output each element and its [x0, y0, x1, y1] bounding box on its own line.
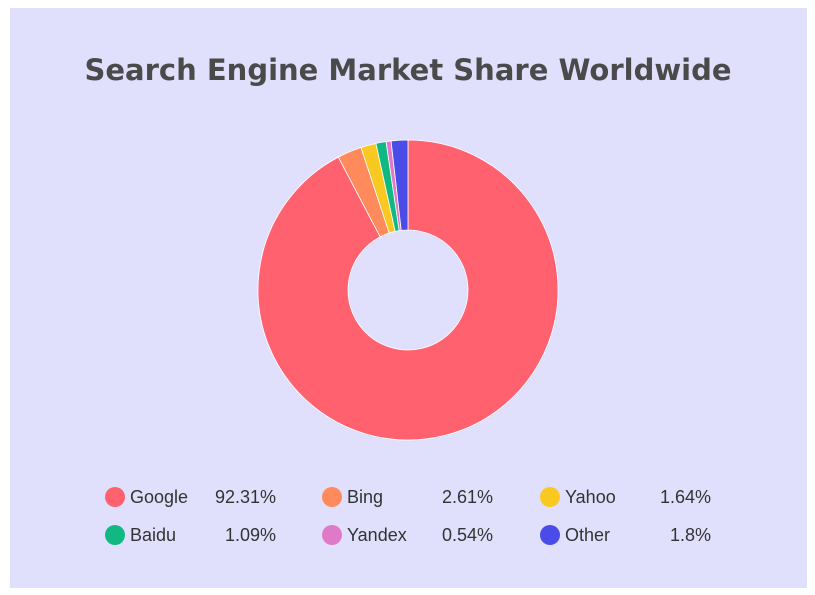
legend-label: Yahoo — [565, 487, 616, 507]
legend-value: 0.54% — [442, 525, 493, 545]
panel — [10, 8, 807, 588]
legend-value: 1.64% — [660, 487, 711, 507]
legend-label: Yandex — [347, 525, 407, 545]
legend-marker — [322, 525, 342, 545]
legend-marker — [540, 487, 560, 507]
legend-label: Bing — [347, 487, 383, 507]
legend-value: 1.09% — [225, 525, 276, 545]
donut-slice — [390, 139, 409, 231]
chart-title: Search Engine Market Share Worldwide — [85, 53, 732, 87]
legend-marker — [105, 487, 125, 507]
legend-label: Other — [565, 525, 610, 545]
legend-label: Baidu — [130, 525, 176, 545]
legend-marker — [540, 525, 560, 545]
donut-slice — [257, 139, 559, 441]
legend-label: Google — [130, 487, 188, 507]
legend-value: 1.8% — [670, 525, 711, 545]
legend-value: 92.31% — [215, 487, 276, 507]
legend-value: 2.61% — [442, 487, 493, 507]
legend-marker — [105, 525, 125, 545]
legend-marker — [322, 487, 342, 507]
